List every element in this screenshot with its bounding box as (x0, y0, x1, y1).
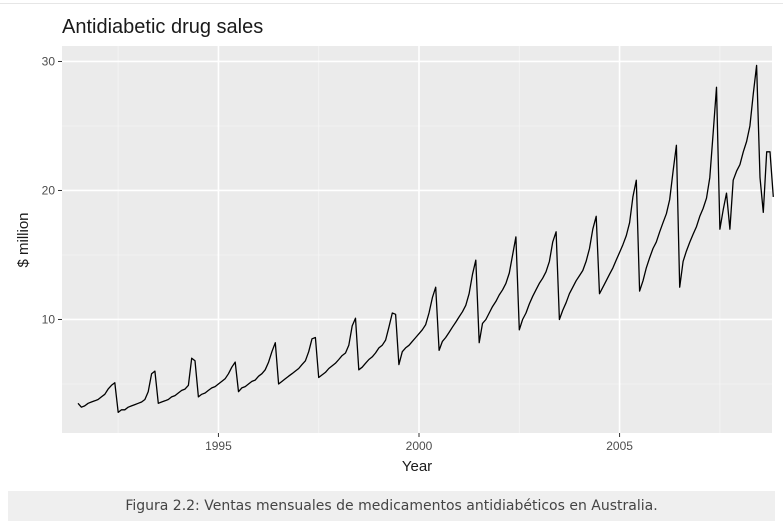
chart-title: Antidiabetic drug sales (62, 16, 263, 38)
minor-gridlines (62, 46, 772, 433)
y-axis-title: $ million (15, 212, 32, 267)
y-tick-label: 30 (42, 54, 56, 68)
y-tick-label: 20 (42, 183, 56, 197)
plot-panel (62, 46, 772, 433)
axis-ticks (58, 60, 621, 437)
chart: Antidiabetic drug sales 1995 2000 2005 10 20… (15, 16, 774, 475)
figure-caption-box: Figura 2.2: Ventas mensuales de medicame… (8, 491, 775, 521)
x-tick-label: 2005 (606, 439, 633, 453)
figure-caption: Figura 2.2: Ventas mensuales de medicame… (125, 498, 658, 514)
tick-labels: 1995 2000 2005 10 20 30 (42, 54, 634, 453)
x-tick-label: 2000 (406, 439, 433, 453)
y-tick-label: 10 (42, 312, 56, 326)
top-divider (0, 3, 783, 4)
major-gridlines (62, 46, 772, 433)
series-line-antidiabetic-sales (77, 64, 774, 414)
x-axis-title: Year (402, 458, 432, 475)
x-tick-label: 1995 (205, 439, 232, 453)
